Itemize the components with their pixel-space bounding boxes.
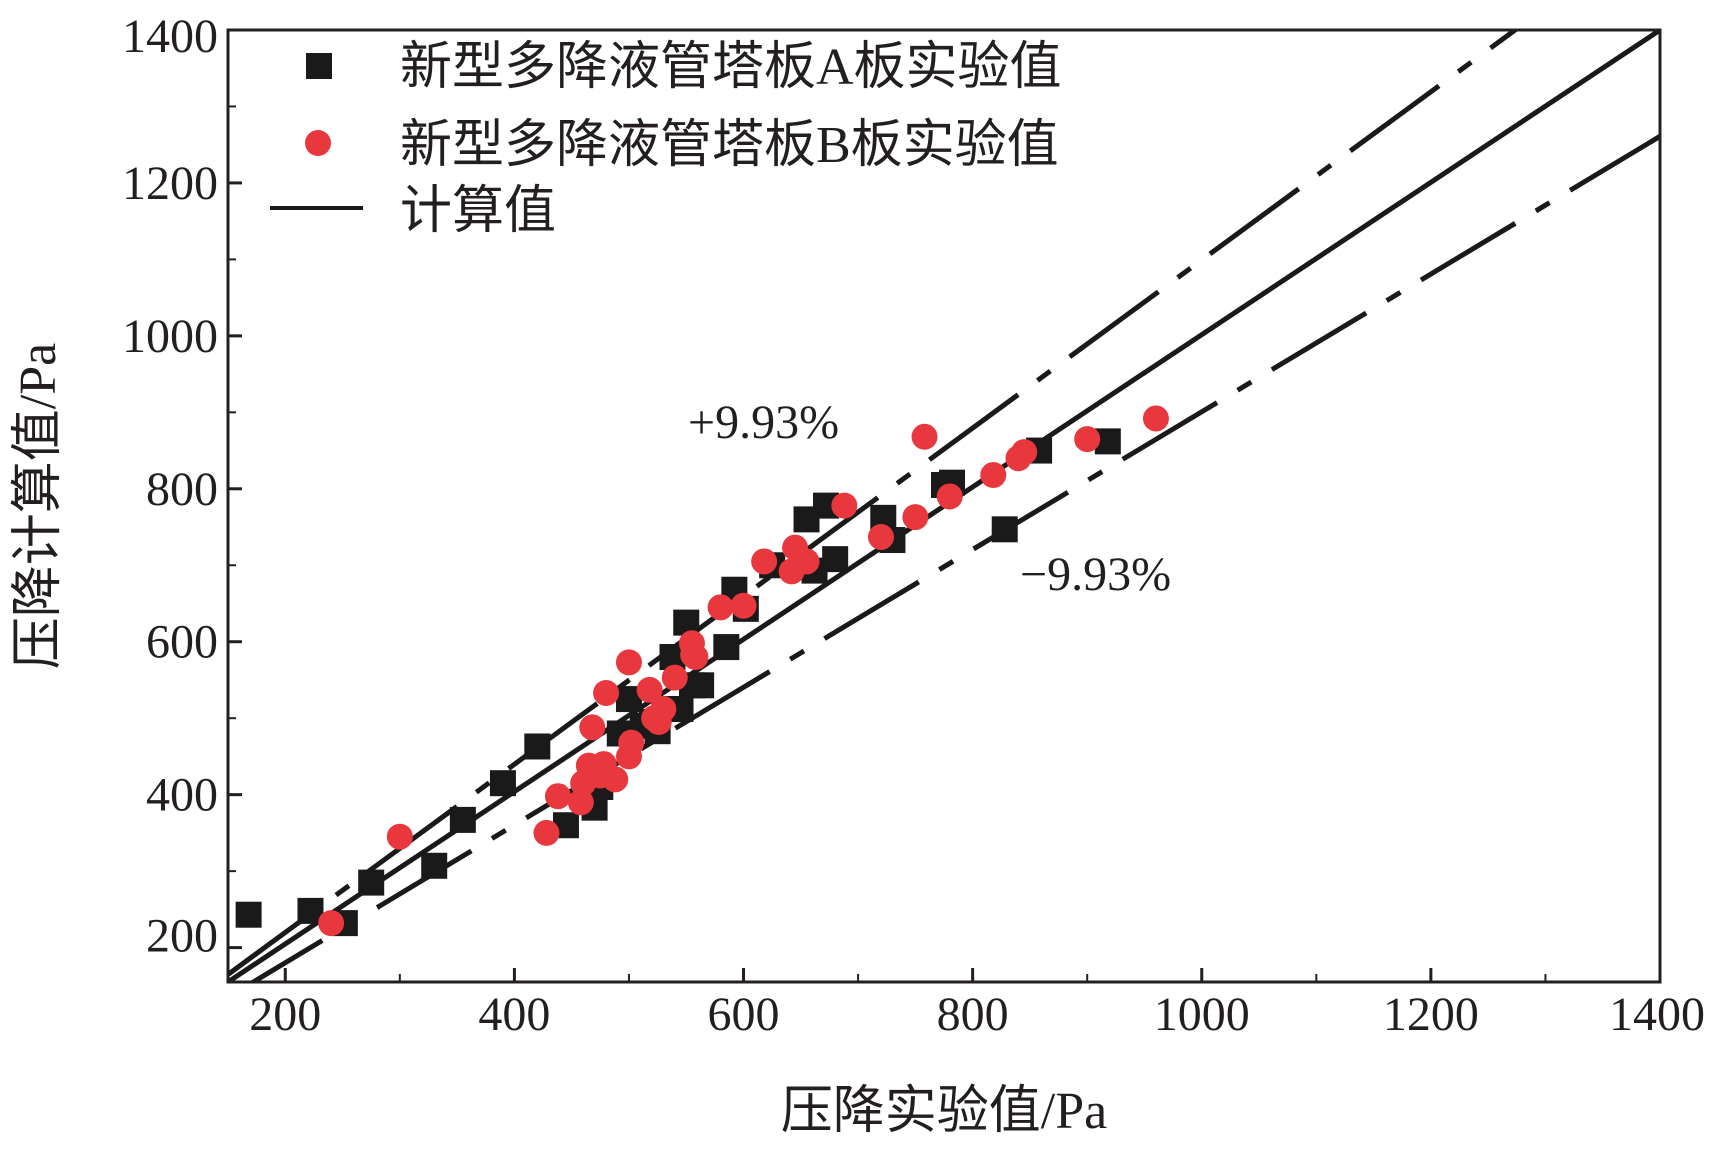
data-points <box>235 405 1169 937</box>
x-axis-ticks: 200 400 600 800 1000 1200 1400 <box>249 968 1705 1041</box>
point-b <box>602 766 629 793</box>
point-a <box>449 806 476 833</box>
point-b <box>618 729 645 756</box>
point-b <box>318 910 345 937</box>
point-a <box>713 634 740 661</box>
point-b <box>902 504 929 531</box>
point-b <box>533 819 560 846</box>
legend-label-b: 新型多降液管塔板B板实验值 <box>400 117 1059 174</box>
point-a <box>235 901 262 928</box>
annotation-plus: +9.93% <box>688 396 839 449</box>
y-axis-ticks: 200 400 600 800 1000 1200 1400 <box>122 10 242 963</box>
line-minus-9.93 <box>248 134 1660 982</box>
point-b <box>1011 439 1038 466</box>
point-b <box>650 696 677 723</box>
point-b <box>567 789 594 816</box>
point-b <box>636 676 663 703</box>
x-tick-label: 1400 <box>1609 988 1705 1041</box>
x-tick-label: 400 <box>478 988 550 1041</box>
y-tick-label: 1200 <box>122 157 218 210</box>
point-a <box>489 770 516 797</box>
point-b <box>544 783 571 810</box>
point-b <box>867 523 894 550</box>
y-tick-label: 1400 <box>122 10 218 63</box>
x-tick-label: 1000 <box>1154 988 1250 1041</box>
point-b <box>682 644 709 671</box>
x-tick-label: 600 <box>708 988 780 1041</box>
point-a <box>688 672 715 699</box>
point-b <box>730 592 757 619</box>
point-b <box>579 714 606 741</box>
legend-label-a: 新型多降液管塔板A板实验值 <box>400 39 1062 96</box>
x-tick-label: 800 <box>937 988 1009 1041</box>
x-axis-label: 压降实验值/Pa <box>781 1083 1107 1140</box>
point-b <box>751 548 778 575</box>
point-b <box>936 483 963 510</box>
y-axis-label: 压降计算值/Pa <box>10 343 67 669</box>
x-tick-label: 1200 <box>1383 988 1479 1041</box>
point-b <box>1074 426 1101 453</box>
point-a <box>358 869 385 896</box>
line-plus-9.93 <box>228 30 1520 977</box>
annotation-minus: −9.93% <box>1020 548 1171 601</box>
point-b <box>593 679 620 706</box>
point-a <box>524 733 551 760</box>
legend-marker-a <box>306 53 332 79</box>
y-tick-label: 1000 <box>122 310 218 363</box>
y-tick-label: 400 <box>146 769 218 822</box>
legend-label-calc: 计算值 <box>400 183 556 240</box>
point-b <box>386 823 413 850</box>
point-a <box>991 516 1018 543</box>
point-b <box>661 664 688 691</box>
point-b <box>615 649 642 676</box>
legend: 新型多降液管塔板A板实验值 新型多降液管塔板B板实验值 计算值 <box>270 39 1062 240</box>
y-tick-label: 800 <box>146 463 218 516</box>
point-a <box>421 852 448 879</box>
point-b <box>1142 405 1169 432</box>
y-tick-label: 200 <box>146 910 218 963</box>
point-b <box>911 423 938 450</box>
legend-marker-b <box>305 130 331 156</box>
plot-frame <box>226 28 1662 984</box>
point-b <box>980 462 1007 489</box>
y-tick-label: 600 <box>146 616 218 669</box>
x-tick-label: 200 <box>249 988 321 1041</box>
point-a <box>822 546 849 573</box>
point-b <box>793 548 820 575</box>
point-b <box>707 594 734 621</box>
point-b <box>831 492 858 519</box>
